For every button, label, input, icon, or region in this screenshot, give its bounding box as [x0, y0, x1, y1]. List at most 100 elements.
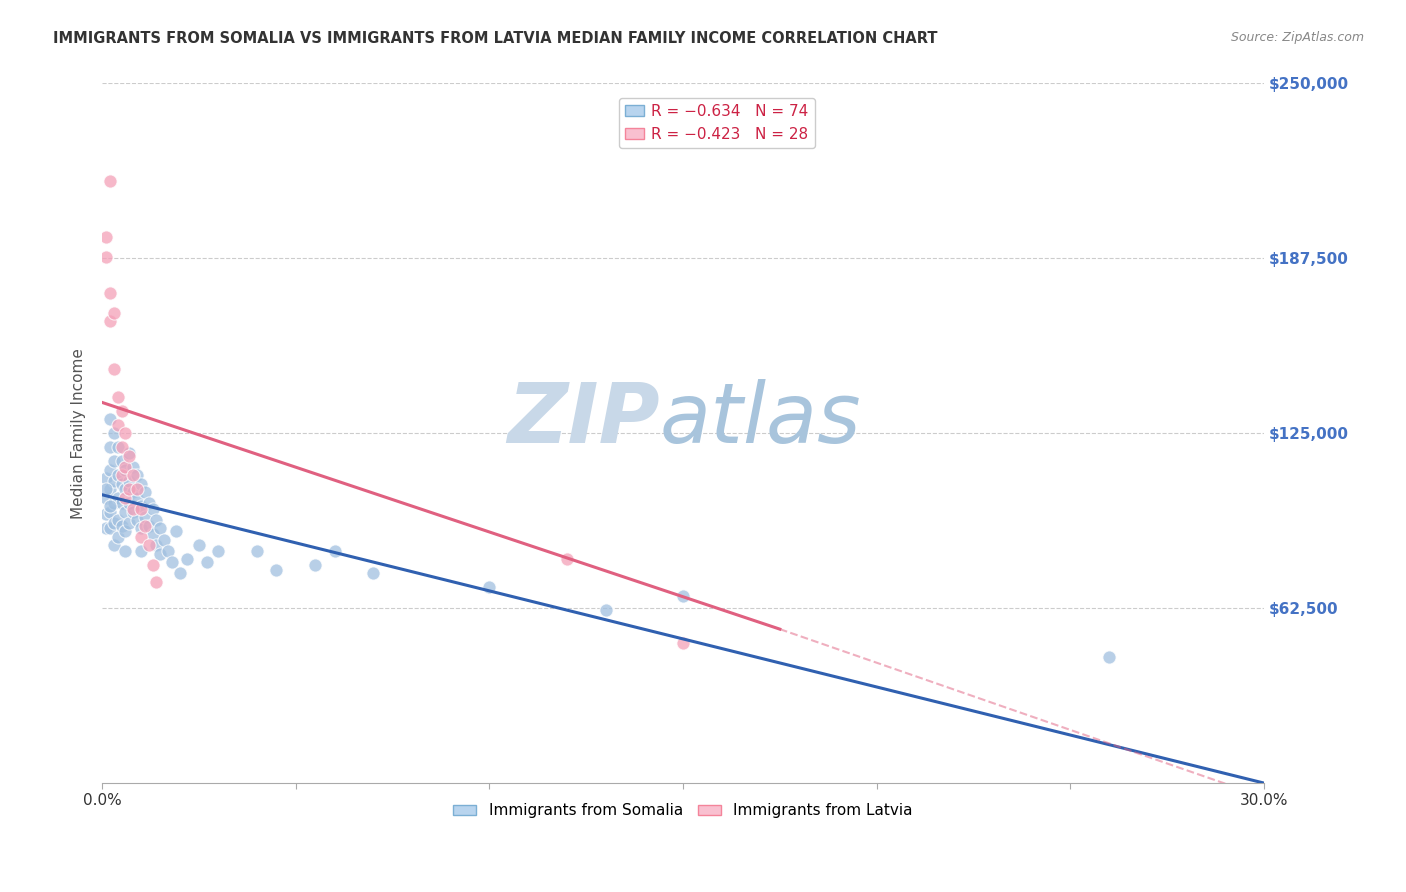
Point: [114, 543, 136, 558]
Point: [118, 516, 141, 530]
Point: [118, 474, 141, 488]
Point: [129, 499, 152, 513]
Point: [107, 417, 129, 432]
Point: [94, 482, 117, 496]
Point: [118, 449, 141, 463]
Point: [145, 538, 167, 552]
Point: [98, 521, 121, 535]
Point: [169, 566, 191, 581]
Point: [107, 440, 129, 454]
Point: [478, 580, 501, 594]
Point: [246, 543, 269, 558]
Point: [114, 491, 136, 505]
Point: [138, 496, 160, 510]
Point: [129, 530, 152, 544]
Point: [103, 362, 125, 376]
Point: [98, 314, 121, 328]
Point: [304, 558, 326, 572]
Text: ZIP: ZIP: [508, 379, 659, 459]
Point: [110, 404, 132, 418]
Point: [107, 530, 129, 544]
Point: [103, 426, 125, 441]
Point: [157, 543, 180, 558]
Point: [107, 390, 129, 404]
Point: [141, 501, 163, 516]
Point: [98, 499, 121, 513]
Point: [107, 491, 129, 505]
Point: [122, 501, 145, 516]
Point: [138, 538, 160, 552]
Point: [103, 516, 125, 530]
Point: [129, 501, 152, 516]
Point: [122, 505, 145, 519]
Text: atlas: atlas: [659, 379, 862, 459]
Point: [361, 566, 384, 581]
Point: [98, 462, 121, 476]
Point: [118, 496, 141, 510]
Point: [149, 547, 172, 561]
Point: [110, 440, 132, 454]
Point: [129, 543, 152, 558]
Point: [98, 505, 121, 519]
Point: [145, 574, 167, 589]
Legend: Immigrants from Somalia, Immigrants from Latvia: Immigrants from Somalia, Immigrants from…: [447, 797, 918, 824]
Point: [672, 589, 695, 603]
Point: [207, 543, 229, 558]
Point: [160, 555, 183, 569]
Point: [125, 468, 148, 483]
Text: Source: ZipAtlas.com: Source: ZipAtlas.com: [1230, 31, 1364, 45]
Point: [114, 459, 136, 474]
Point: [98, 412, 121, 426]
Point: [103, 538, 125, 552]
Point: [323, 543, 346, 558]
Point: [98, 286, 121, 301]
Point: [1098, 650, 1121, 665]
Point: [107, 468, 129, 483]
Point: [110, 454, 132, 468]
Point: [94, 521, 117, 535]
Point: [118, 482, 141, 496]
Point: [149, 521, 172, 535]
Point: [153, 533, 176, 547]
Point: [94, 471, 117, 485]
Text: IMMIGRANTS FROM SOMALIA VS IMMIGRANTS FROM LATVIA MEDIAN FAMILY INCOME CORRELATI: IMMIGRANTS FROM SOMALIA VS IMMIGRANTS FR…: [53, 31, 938, 46]
Point: [94, 230, 117, 244]
Point: [114, 462, 136, 476]
Point: [176, 552, 198, 566]
Point: [129, 476, 152, 491]
Point: [98, 482, 121, 496]
Point: [141, 527, 163, 541]
Point: [114, 482, 136, 496]
Point: [165, 524, 187, 538]
Point: [145, 513, 167, 527]
Y-axis label: Median Family Income: Median Family Income: [72, 348, 86, 518]
Point: [555, 552, 578, 566]
Point: [98, 174, 121, 188]
Point: [138, 518, 160, 533]
Point: [118, 446, 141, 460]
Point: [94, 250, 117, 264]
Point: [98, 440, 121, 454]
Point: [110, 518, 132, 533]
Point: [672, 636, 695, 650]
Point: [110, 496, 132, 510]
Point: [125, 482, 148, 496]
Point: [141, 558, 163, 572]
Point: [125, 513, 148, 527]
Point: [114, 426, 136, 441]
Point: [110, 468, 132, 483]
Point: [103, 474, 125, 488]
Point: [134, 518, 156, 533]
Point: [595, 602, 617, 616]
Point: [103, 306, 125, 320]
Point: [129, 521, 152, 535]
Point: [103, 496, 125, 510]
Point: [94, 491, 117, 505]
Point: [195, 555, 218, 569]
Point: [103, 454, 125, 468]
Point: [94, 508, 117, 522]
Point: [122, 459, 145, 474]
Point: [122, 468, 145, 483]
Point: [266, 563, 288, 577]
Point: [125, 491, 148, 505]
